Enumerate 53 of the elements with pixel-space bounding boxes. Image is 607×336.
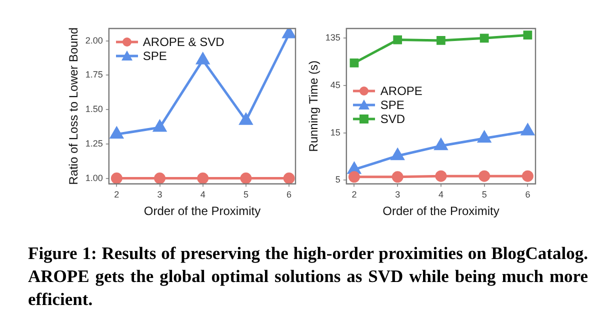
point [110, 127, 124, 139]
y-tick-label: 1.00 [85, 172, 103, 183]
point [153, 120, 166, 132]
point [154, 172, 166, 184]
y-tick-label: 1.25 [85, 138, 103, 148]
y-tick-label: 135 [325, 32, 340, 43]
point [523, 30, 532, 40]
point [521, 124, 534, 136]
x-tick-label: 6 [525, 190, 530, 200]
point [283, 172, 295, 184]
legend-label: AROPE & SVD [142, 34, 224, 48]
y-tick-label: 5 [335, 174, 340, 185]
point [197, 172, 209, 184]
point [478, 131, 491, 143]
caption: Figure 1: Results of preserving the high-order proximities on BlogCatalog. AROPE gets the global optimal solutions as SVD while being much more efficient. [28, 242, 588, 311]
legend-label: SPE [142, 48, 167, 62]
y-axis-title: Running Time (s) [306, 60, 321, 152]
x-axis-title: Order of the Proximity [144, 204, 261, 218]
point [522, 170, 534, 182]
y-tick-label: 45 [330, 80, 340, 90]
x-tick-label: 2 [352, 190, 357, 200]
x-axis-title: Order of the Proximity [382, 204, 500, 218]
legend-label: SVD [380, 112, 406, 126]
y-tick-label: 15 [330, 127, 340, 138]
y-tick-label: 2.00 [85, 35, 103, 46]
point [435, 170, 447, 182]
y-tick-label: 1.75 [85, 70, 103, 80]
x-tick-label: 4 [438, 190, 444, 200]
x-tick-label: 3 [157, 190, 162, 200]
point [478, 170, 490, 182]
point [110, 172, 122, 184]
x-tick-label: 5 [243, 190, 248, 200]
point [350, 58, 359, 68]
point [348, 171, 360, 183]
legend-label: AROPE [380, 84, 422, 98]
point [391, 148, 404, 160]
point [434, 138, 448, 150]
x-tick-label: 4 [200, 190, 206, 200]
point [240, 172, 252, 184]
point [393, 35, 402, 44]
y-axis-title: Ratio of Loss to Lower Bound [66, 27, 81, 185]
x-tick-label: 3 [395, 190, 400, 200]
point [196, 52, 210, 64]
point [480, 34, 489, 43]
point [282, 28, 296, 38]
y-tick-label: 1.50 [85, 104, 103, 114]
point [436, 36, 446, 45]
x-tick-label: 5 [482, 190, 487, 200]
point [240, 113, 252, 125]
x-tick-label: 6 [286, 190, 292, 200]
legend-label: SPE [380, 98, 404, 112]
x-tick-label: 2 [114, 190, 120, 200]
point [392, 171, 404, 183]
